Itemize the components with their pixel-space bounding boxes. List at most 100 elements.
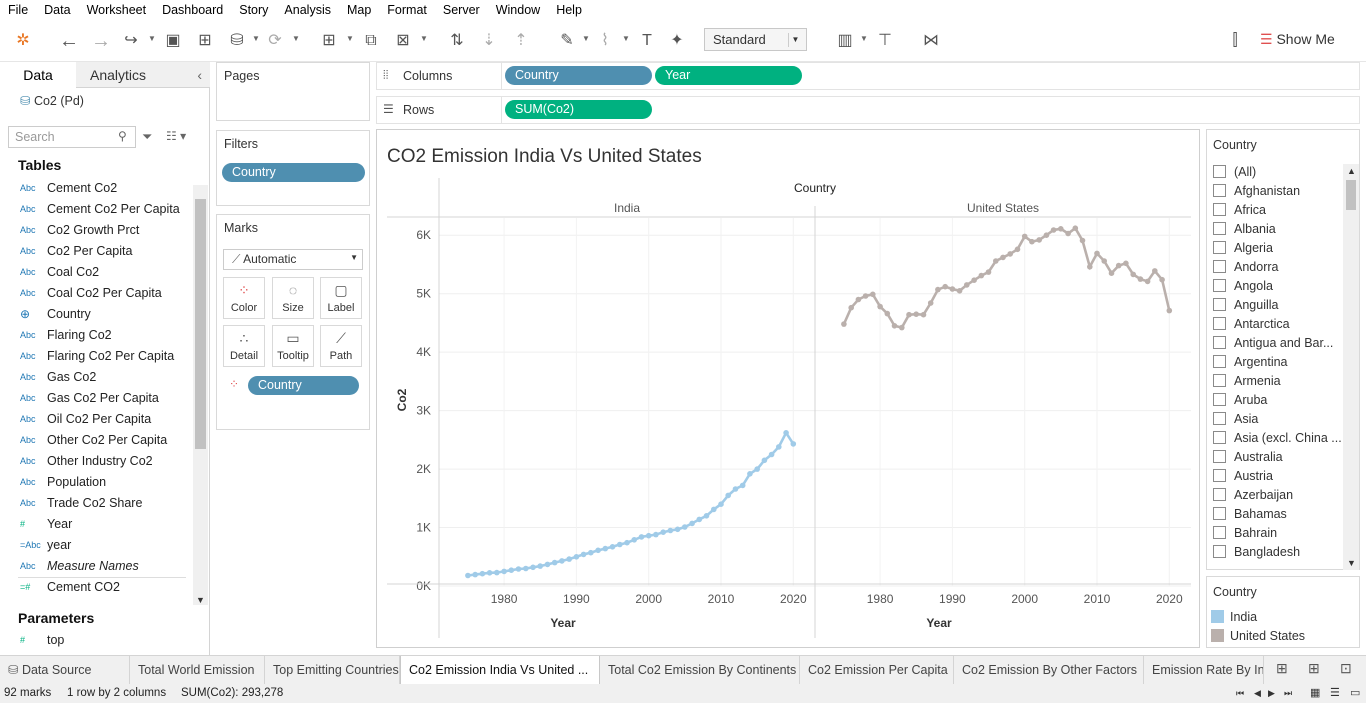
rows-pill-sum-co2[interactable]: SUM(Co2) — [505, 100, 652, 119]
data-point[interactable] — [949, 286, 956, 292]
data-point[interactable] — [508, 567, 515, 573]
data-point[interactable] — [566, 556, 572, 562]
refresh-icon[interactable]: ⟳ — [268, 32, 282, 49]
next-page-icon[interactable]: ▶ — [1268, 688, 1275, 698]
data-point[interactable] — [1152, 268, 1158, 274]
data-point[interactable] — [530, 564, 536, 571]
chevron-down-icon[interactable]: ▼ — [860, 34, 868, 43]
country-checkbox-item[interactable]: Africa — [1213, 201, 1266, 220]
checkbox[interactable] — [1213, 526, 1226, 539]
data-point[interactable] — [645, 532, 652, 539]
country-checkbox-item[interactable]: Aruba — [1213, 391, 1267, 410]
country-checkbox-item[interactable]: Asia — [1213, 410, 1258, 429]
sheet-tab[interactable]: Co2 Emission India Vs United ... — [400, 656, 600, 685]
data-point[interactable] — [841, 321, 847, 327]
data-point[interactable] — [739, 482, 746, 489]
data-point[interactable] — [573, 554, 580, 560]
data-point[interactable] — [537, 563, 543, 569]
mark-type-dropdown[interactable]: ⟋ Automatic ▼ — [223, 249, 363, 270]
data-point[interactable] — [768, 451, 775, 458]
field-item[interactable]: # Year — [0, 514, 190, 535]
data-point[interactable] — [559, 558, 565, 564]
data-point[interactable] — [689, 520, 695, 527]
data-point[interactable] — [1123, 260, 1129, 267]
checkbox[interactable] — [1213, 488, 1226, 501]
filter-pill-country[interactable]: Country — [222, 163, 365, 182]
country-checkbox-item[interactable]: Austria — [1213, 467, 1273, 486]
highlight-icon[interactable]: ✎ — [560, 32, 574, 49]
chevron-down-icon[interactable]: ▼ — [622, 34, 630, 43]
undo-icon[interactable]: ← — [59, 30, 79, 52]
pin-icon[interactable]: ✦ — [670, 32, 684, 49]
data-point[interactable] — [870, 291, 876, 298]
data-point[interactable] — [1021, 233, 1028, 240]
field-item[interactable]: =# Cement CO2 — [0, 577, 190, 598]
data-point[interactable] — [465, 572, 471, 579]
marks-pill-country[interactable]: Country — [248, 376, 359, 395]
data-point[interactable] — [1043, 232, 1050, 238]
checkbox[interactable] — [1213, 412, 1226, 425]
checkbox[interactable] — [1213, 336, 1226, 349]
data-point[interactable] — [971, 277, 977, 283]
field-item[interactable]: Abc Cement Co2 — [0, 178, 190, 199]
country-checkbox-item[interactable]: Andorra — [1213, 258, 1278, 277]
data-point[interactable] — [1166, 307, 1173, 314]
data-point[interactable] — [653, 531, 659, 538]
data-point[interactable] — [1159, 276, 1165, 283]
swap-icon[interactable]: ⇅ — [450, 32, 464, 49]
country-checkbox-item[interactable]: Azerbaijan — [1213, 486, 1293, 505]
legend-item[interactable]: United States — [1211, 629, 1305, 643]
data-point[interactable] — [580, 551, 587, 558]
data-point[interactable] — [638, 534, 645, 540]
filters-card[interactable]: Filters Country — [216, 130, 370, 206]
country-checkbox-item[interactable]: Afghanistan — [1213, 182, 1300, 201]
field-item[interactable]: Abc Coal Co2 — [0, 262, 190, 283]
menu-worksheet[interactable]: Worksheet — [86, 3, 147, 17]
chevron-down-icon[interactable]: ▼ — [148, 34, 156, 43]
checkbox[interactable] — [1213, 393, 1226, 406]
field-item[interactable]: Abc Coal Co2 Per Capita — [0, 283, 190, 304]
data-point[interactable] — [1058, 226, 1064, 232]
data-point[interactable] — [515, 566, 522, 572]
field-item[interactable]: Abc Flaring Co2 Per Capita — [0, 346, 190, 367]
tooltip-button[interactable]: ▭ Tooltip — [272, 325, 314, 367]
new-worksheet-icon[interactable]: ⊞ — [322, 32, 336, 49]
checkbox[interactable] — [1213, 355, 1226, 368]
data-point[interactable] — [985, 269, 992, 275]
field-item[interactable]: Abc Other Industry Co2 — [0, 451, 190, 472]
checkbox[interactable] — [1213, 507, 1226, 520]
data-point[interactable] — [776, 444, 782, 450]
field-item[interactable]: Abc Population — [0, 472, 190, 493]
detail-button[interactable]: ∴ Detail — [223, 325, 265, 367]
data-point[interactable] — [1108, 270, 1115, 276]
field-item[interactable]: =Abc year — [0, 535, 190, 556]
chevron-down-icon[interactable]: ▼ — [582, 34, 590, 43]
presentation-mode-icon[interactable]: ⊤ — [878, 32, 892, 49]
data-point[interactable] — [1029, 238, 1035, 245]
show-me-button[interactable]: ☰ Show Me — [1260, 31, 1335, 48]
tab-data[interactable]: Data — [0, 62, 76, 88]
list-view-icon[interactable]: ☰ — [1330, 687, 1340, 699]
field-item[interactable]: Abc Oil Co2 Per Capita — [0, 409, 190, 430]
data-point[interactable] — [732, 486, 739, 492]
checkbox[interactable] — [1213, 545, 1226, 558]
menu-window[interactable]: Window — [495, 3, 541, 17]
collapse-icon[interactable]: ‹ — [197, 67, 202, 83]
tableau-logo-icon[interactable]: ✲ — [16, 32, 30, 49]
field-item[interactable]: Abc Trade Co2 Share — [0, 493, 190, 514]
share-icon[interactable]: ⋈ — [923, 32, 939, 49]
menu-map[interactable]: Map — [346, 3, 372, 17]
data-point[interactable] — [978, 272, 985, 279]
menu-server[interactable]: Server — [442, 3, 480, 17]
data-point[interactable] — [617, 541, 623, 548]
data-point[interactable] — [624, 539, 630, 546]
chevron-down-icon[interactable]: ▼ — [196, 595, 205, 605]
data-point[interactable] — [1065, 230, 1071, 237]
menu-format[interactable]: Format — [387, 3, 427, 17]
sort-ascending-icon[interactable]: ⇣ — [482, 32, 496, 49]
filter-icon[interactable]: ⏷ — [142, 129, 153, 144]
scrollbar-thumb[interactable] — [1346, 180, 1356, 210]
data-point[interactable] — [754, 466, 760, 472]
data-point[interactable] — [667, 527, 674, 534]
checkbox[interactable] — [1213, 469, 1226, 482]
